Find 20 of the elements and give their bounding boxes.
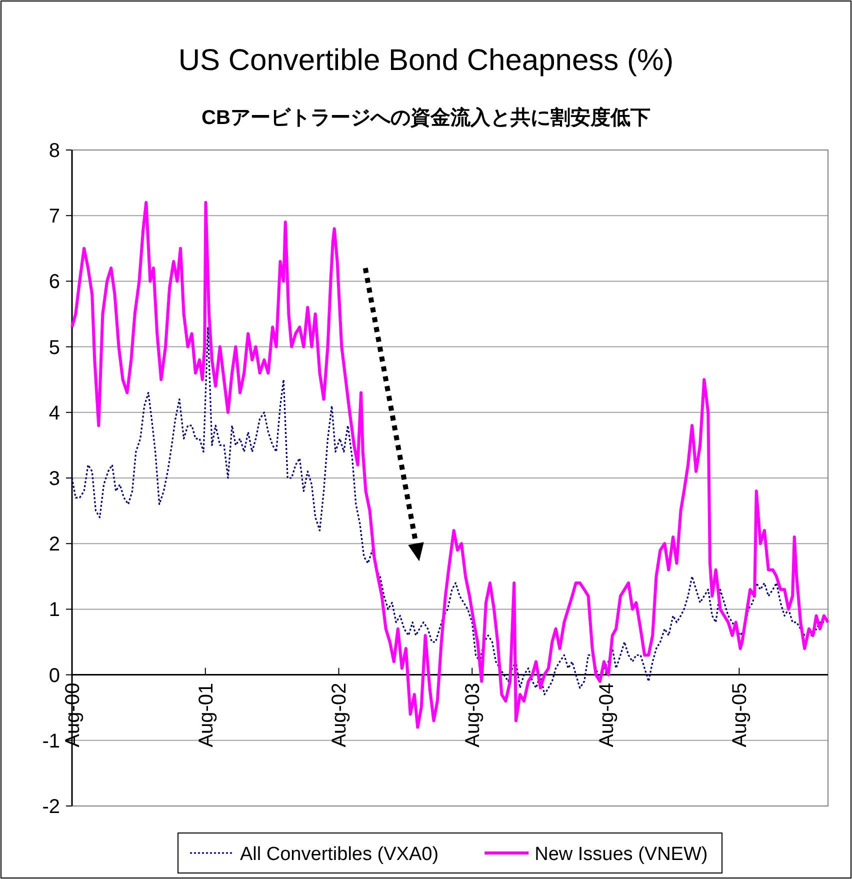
legend-label: New Issues (VNEW) <box>534 844 708 865</box>
y-tick-label: -1 <box>42 730 60 752</box>
x-tick-label: Aug-01 <box>195 682 218 748</box>
y-tick-label: 5 <box>48 336 60 359</box>
y-tick-label: 4 <box>48 402 60 424</box>
legend-label: All Convertibles (VXA0) <box>240 844 439 865</box>
x-tick-label: Aug-03 <box>462 682 484 748</box>
y-tick-label: -2 <box>42 796 60 818</box>
y-tick-label: 1 <box>48 599 60 622</box>
y-tick-label: 3 <box>48 468 60 490</box>
y-tick-label: 6 <box>48 271 60 294</box>
y-tick-label: 7 <box>48 206 60 228</box>
y-tick-label: 2 <box>48 534 60 556</box>
y-tick-label: 8 <box>48 140 60 162</box>
chart-title: US Convertible Bond Cheapness (%) <box>178 44 674 77</box>
x-tick-label: Aug-04 <box>596 682 618 748</box>
x-tick-label: Aug-05 <box>729 682 752 748</box>
y-tick-label: 0 <box>48 664 60 687</box>
chart-subtitle: CBアービトラージへの資金流入と共に割安度低下 <box>202 106 650 129</box>
x-tick-label: Aug-02 <box>328 682 351 748</box>
